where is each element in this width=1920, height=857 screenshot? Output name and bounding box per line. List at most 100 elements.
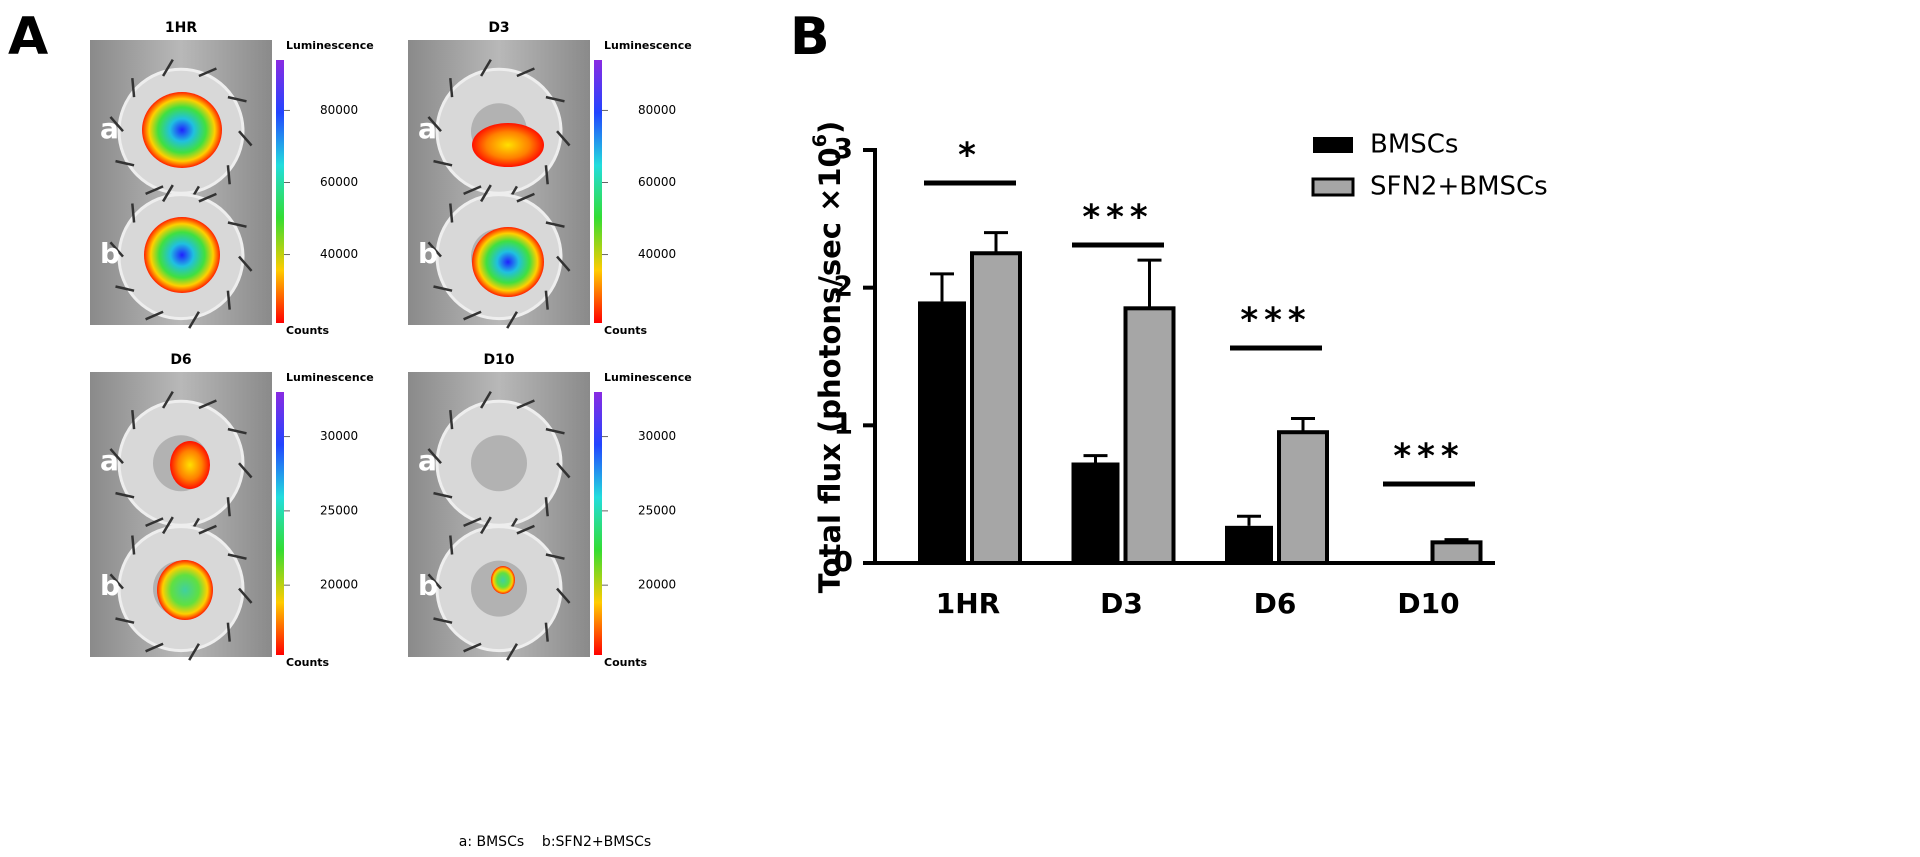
suture [115, 159, 135, 167]
suture [463, 310, 482, 321]
suture [198, 192, 217, 203]
colorbar-tick-label: 40000 [638, 247, 676, 261]
colorbar-tick-label: 25000 [638, 503, 676, 517]
suture [109, 573, 124, 590]
colorbar [594, 60, 602, 323]
legend-label: SFN2+BMSCs [1370, 172, 1548, 202]
suture [198, 524, 217, 535]
suture [427, 241, 442, 258]
suture [145, 310, 164, 321]
suture [238, 255, 253, 272]
suture [115, 617, 135, 624]
y-tick-label: 0 [834, 545, 853, 578]
x-tick-label: D6 [1254, 587, 1297, 620]
colorbar-title: Luminescence [286, 39, 374, 52]
suture [516, 192, 535, 203]
colorbar-tick-label: 40000 [320, 247, 358, 261]
luminescence-signal [142, 92, 222, 168]
legend-swatch [1311, 177, 1355, 197]
suture [162, 516, 174, 535]
legend-swatch [1313, 137, 1353, 153]
suture [433, 491, 453, 499]
suture [198, 399, 217, 410]
suture [238, 130, 253, 147]
suture [226, 290, 231, 310]
image-title: D6 [170, 352, 191, 368]
x-tick-label: D3 [1100, 587, 1143, 620]
group-label: a [418, 444, 437, 477]
suture [463, 642, 482, 653]
colorbar-tick-label: 20000 [638, 578, 676, 592]
group-label: b [418, 569, 438, 602]
error-bar [1291, 416, 1315, 433]
suture [109, 448, 124, 465]
group-label: a [100, 444, 119, 477]
suture [556, 130, 571, 147]
bar [1225, 525, 1273, 563]
group-label: b [418, 237, 438, 270]
suture [544, 622, 549, 642]
suture [480, 59, 492, 77]
suture [545, 553, 565, 560]
suture [449, 203, 454, 223]
luminescence-signal [491, 566, 515, 594]
colorbar [276, 60, 284, 323]
bar [1430, 540, 1483, 565]
suture [162, 184, 174, 203]
suture [544, 497, 549, 517]
suture [198, 67, 217, 78]
suture [427, 573, 442, 590]
suture [516, 524, 535, 535]
y-axis-label-suffix: ) [813, 121, 847, 134]
suture [449, 410, 454, 430]
suture [516, 67, 535, 78]
bar [1123, 306, 1176, 566]
error-bar [984, 231, 1008, 254]
suture [544, 165, 549, 185]
luminescence-signal [144, 217, 220, 293]
x-tick-label: D10 [1397, 587, 1459, 620]
suture [227, 221, 247, 228]
suture [238, 587, 253, 604]
colorbar-tick-label: 30000 [638, 429, 676, 443]
suture [109, 116, 124, 133]
luminescence-signal [170, 441, 210, 489]
suture [226, 497, 231, 517]
colorbar-tick-label: 60000 [638, 175, 676, 189]
suture [238, 462, 253, 479]
bar [1277, 430, 1329, 566]
suture [115, 285, 135, 292]
suture [131, 410, 136, 430]
suture [463, 517, 482, 528]
suture [506, 643, 518, 661]
significance-label: *** [1393, 437, 1464, 477]
suture [463, 185, 482, 196]
suture [162, 391, 174, 409]
colorbar-tick-label: 30000 [320, 429, 358, 443]
colorbar-tick-label: 60000 [320, 175, 358, 189]
luminescence-signal [157, 560, 213, 620]
error-bar [1137, 258, 1162, 309]
suture [188, 643, 200, 661]
colorbar [594, 392, 602, 655]
suture [433, 159, 453, 167]
suture [131, 203, 136, 223]
suture [433, 617, 453, 624]
bar [970, 251, 1022, 565]
suture [227, 95, 247, 103]
colorbar-unit: Counts [286, 324, 330, 337]
suture [480, 184, 492, 203]
suture [516, 399, 535, 410]
suture [115, 491, 135, 499]
suture [556, 587, 571, 604]
suture [544, 290, 549, 310]
luminescence-signal [472, 227, 544, 297]
suture [145, 185, 164, 196]
group-label: a [100, 112, 119, 145]
colorbar-tick-label: 25000 [320, 503, 358, 517]
colorbar-title: Luminescence [604, 39, 692, 52]
colorbar-unit: Counts [604, 324, 648, 337]
y-tick-label: 1 [834, 407, 853, 440]
error-bar [930, 272, 954, 302]
y-tick-label: 2 [834, 270, 853, 303]
